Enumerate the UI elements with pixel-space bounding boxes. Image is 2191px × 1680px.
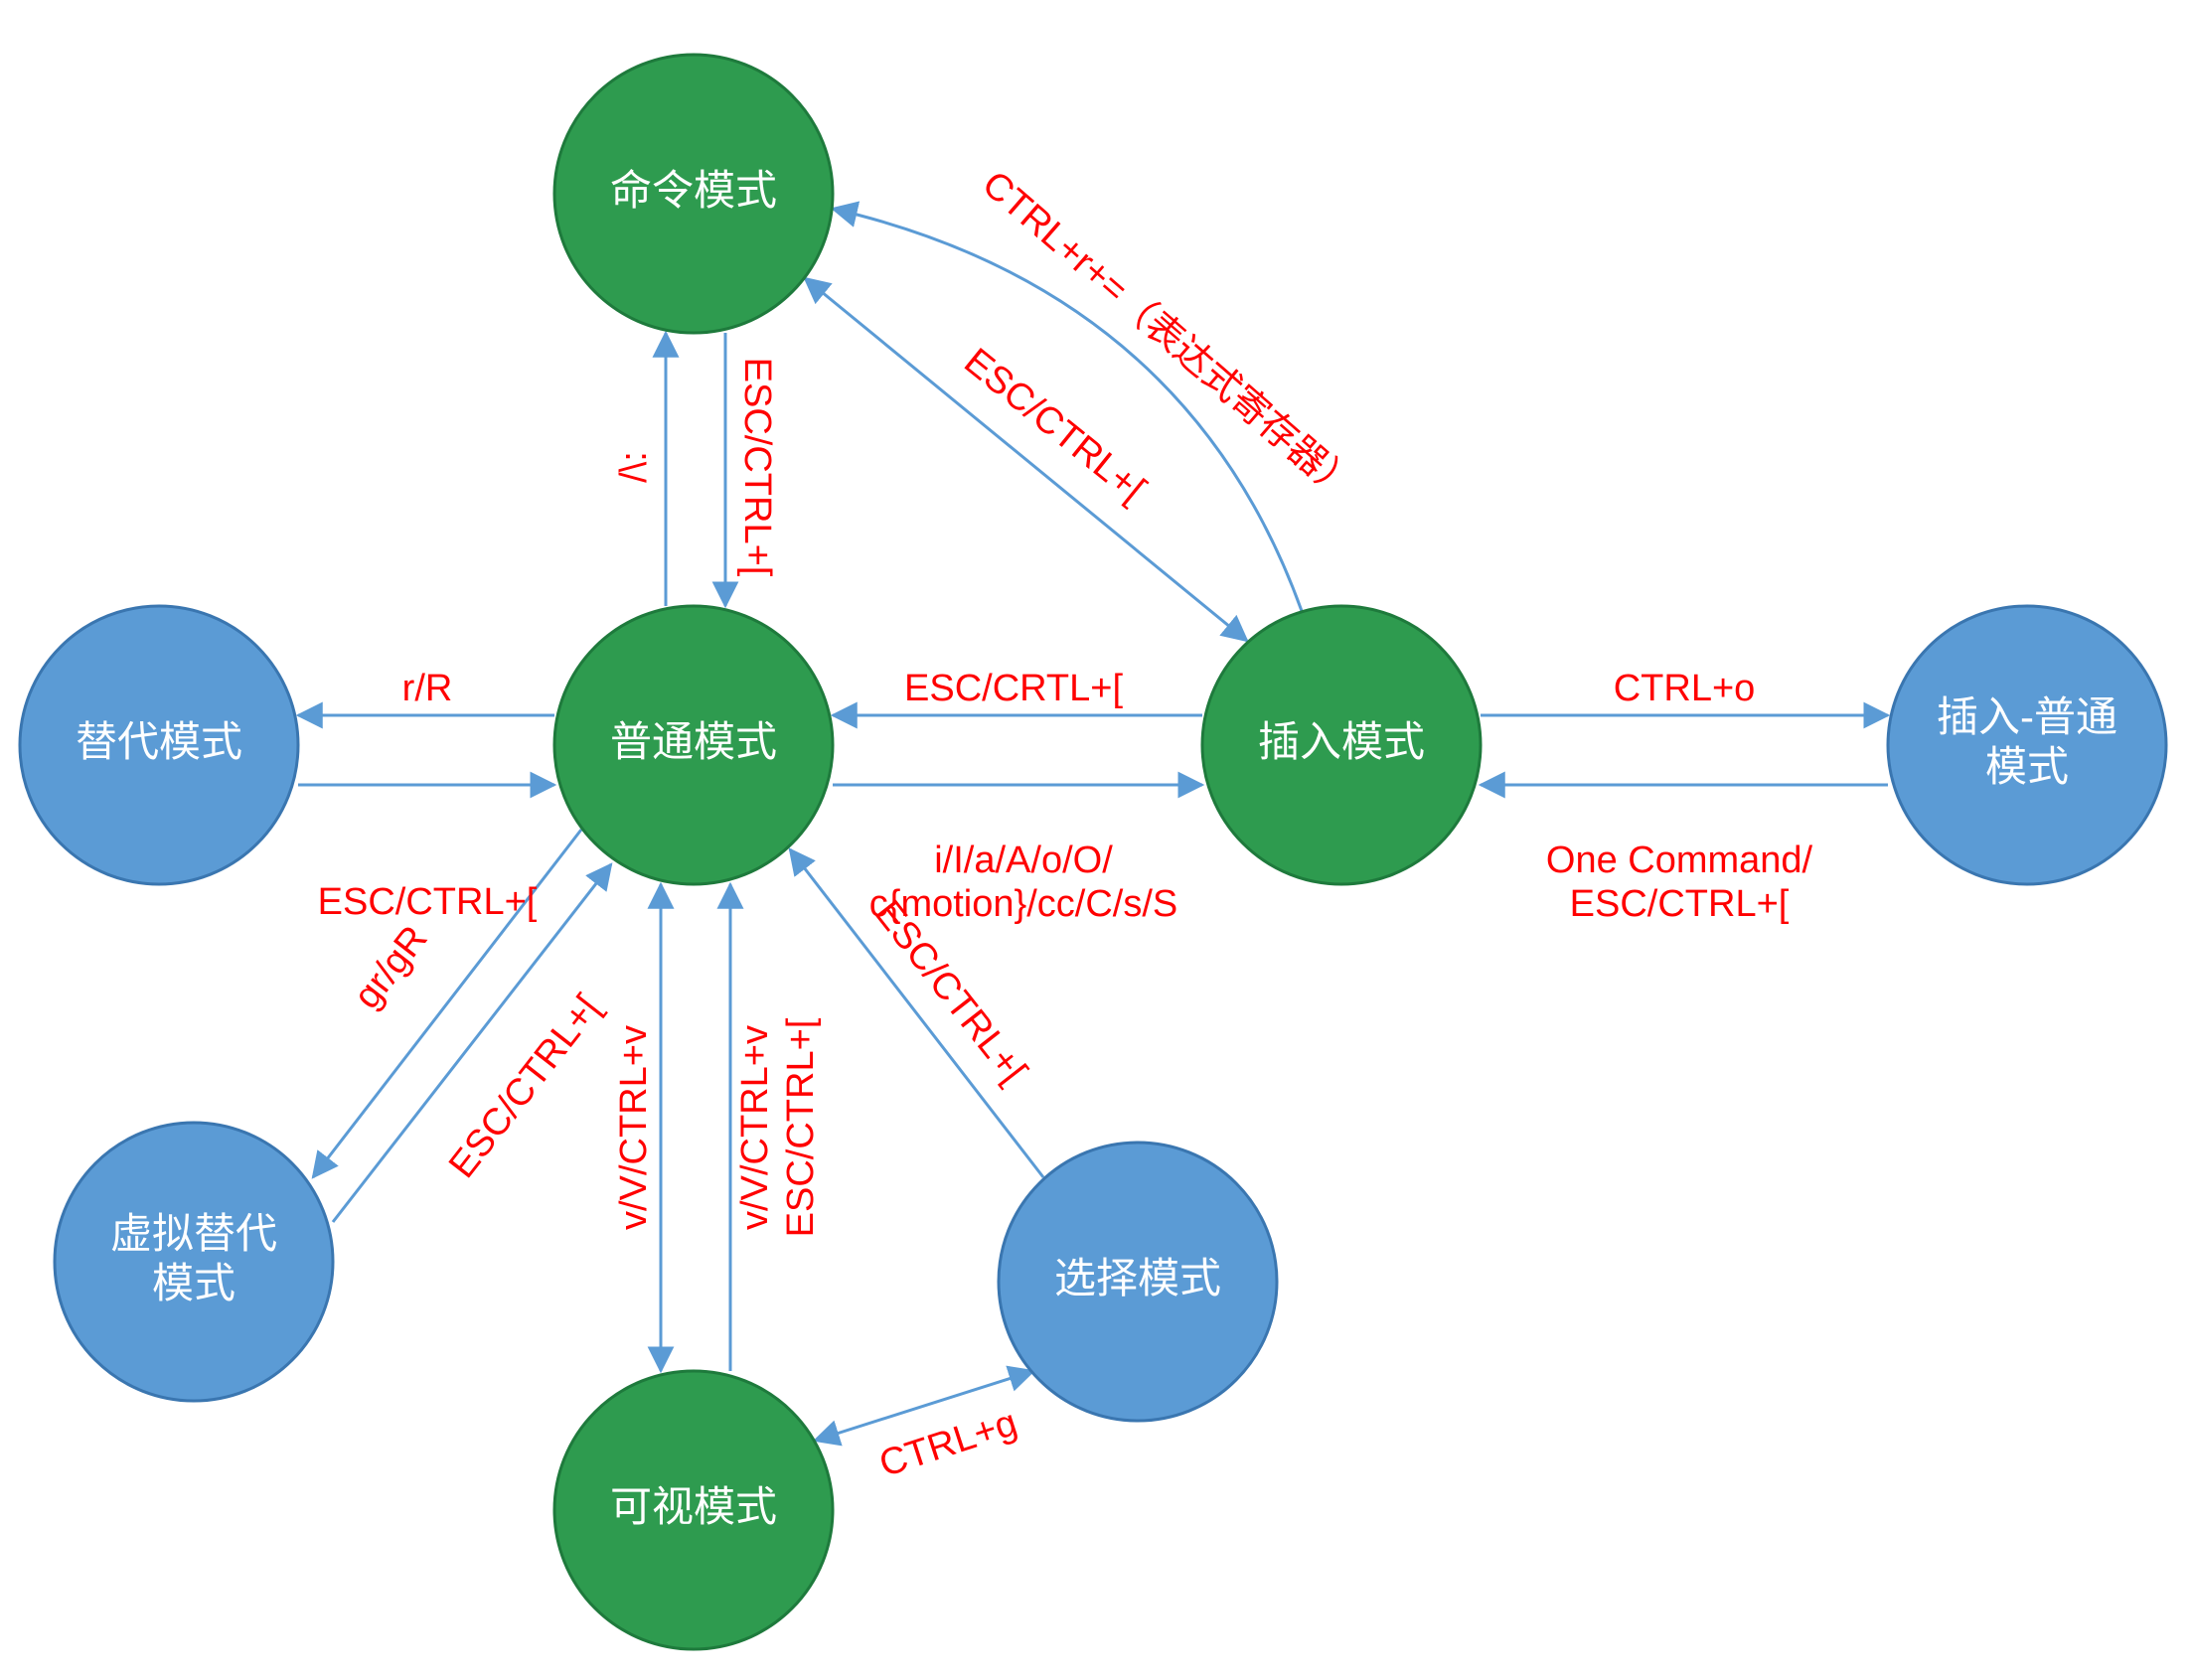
node-normal: 普通模式 (554, 606, 833, 884)
edge-label-e2: ESC/CTRL+[ (736, 358, 778, 577)
edge-label-e1: /\: (613, 451, 655, 483)
svg-text:/\:: /\: (613, 451, 655, 483)
edge-label-e14: i/I/a/A/o/O/c{motion}/cc/C/s/S (869, 840, 1177, 925)
edge-label-e4: CTRL+r+=（表达式寄存器） (974, 163, 1363, 509)
node-label-insnorm: 插入-普通 (1937, 693, 2117, 740)
node-label-normal: 普通模式 (610, 718, 777, 765)
svg-text:CTRL+o: CTRL+o (1614, 668, 1756, 709)
vim-mode-diagram: 命令模式普通模式插入模式可视模式替代模式虚拟替代模式选择模式插入-普通模式 /\… (0, 0, 2191, 1680)
node-visual: 可视模式 (554, 1371, 833, 1649)
edge-label-e5: r/R (402, 668, 453, 709)
edge-label-e13: ESC/CRTL+[ (904, 668, 1123, 709)
edge-label-e7: gr/gR (346, 918, 435, 1016)
node-label-vreplace: 虚拟替代 (110, 1210, 277, 1257)
node-insnorm: 插入-普通模式 (1888, 606, 2166, 884)
edge-label-e9: v/V/CTRL+v (613, 1025, 655, 1230)
svg-text:ESC/CTRL+[: ESC/CTRL+[ (1570, 883, 1790, 925)
node-label-select: 选择模式 (1054, 1255, 1221, 1301)
svg-text:ESC/CTRL+[: ESC/CTRL+[ (736, 358, 778, 577)
svg-text:ESC/CRTL+[: ESC/CRTL+[ (904, 668, 1123, 709)
svg-text:v/V/CTRL+v: v/V/CTRL+v (613, 1025, 655, 1230)
svg-text:gr/gR: gr/gR (346, 918, 435, 1016)
svg-text:One Command/: One Command/ (1546, 840, 1813, 881)
node-label-replace: 替代模式 (76, 718, 242, 765)
edge-label-e8: ESC/CTRL+[ (441, 988, 609, 1186)
node-cmd: 命令模式 (554, 55, 833, 333)
node-insert: 插入模式 (1202, 606, 1481, 884)
edge-label-e10b: ESC/CTRL+[ (780, 1017, 822, 1237)
node-label-insnorm: 模式 (1985, 743, 2069, 790)
svg-text:i/I/a/A/o/O/: i/I/a/A/o/O/ (934, 840, 1113, 881)
edge-label-e16: One Command/ESC/CTRL+[ (1546, 840, 1813, 925)
edge-label-e10: v/V/CTRL+v (734, 1025, 776, 1230)
node-label-vreplace: 模式 (152, 1260, 235, 1306)
node-select: 选择模式 (999, 1143, 1277, 1421)
edge-label-e15: CTRL+o (1614, 668, 1756, 709)
svg-text:r/R: r/R (402, 668, 453, 709)
node-vreplace: 虚拟替代模式 (55, 1123, 333, 1401)
node-replace: 替代模式 (20, 606, 298, 884)
node-label-insert: 插入模式 (1258, 718, 1425, 765)
svg-text:CTRL+r+=（表达式寄存器）: CTRL+r+=（表达式寄存器） (974, 163, 1363, 509)
svg-text:ESC/CTRL+[: ESC/CTRL+[ (780, 1017, 822, 1237)
svg-text:v/V/CTRL+v: v/V/CTRL+v (734, 1025, 776, 1230)
svg-text:c{motion}/cc/C/s/S: c{motion}/cc/C/s/S (869, 883, 1177, 925)
edge-label-e6: ESC/CTRL+[ (318, 881, 538, 923)
node-label-visual: 可视模式 (610, 1483, 777, 1530)
svg-text:ESC/CTRL+[: ESC/CTRL+[ (318, 881, 538, 923)
svg-text:ESC/CTRL+[: ESC/CTRL+[ (441, 988, 609, 1186)
node-label-cmd: 命令模式 (610, 167, 777, 214)
